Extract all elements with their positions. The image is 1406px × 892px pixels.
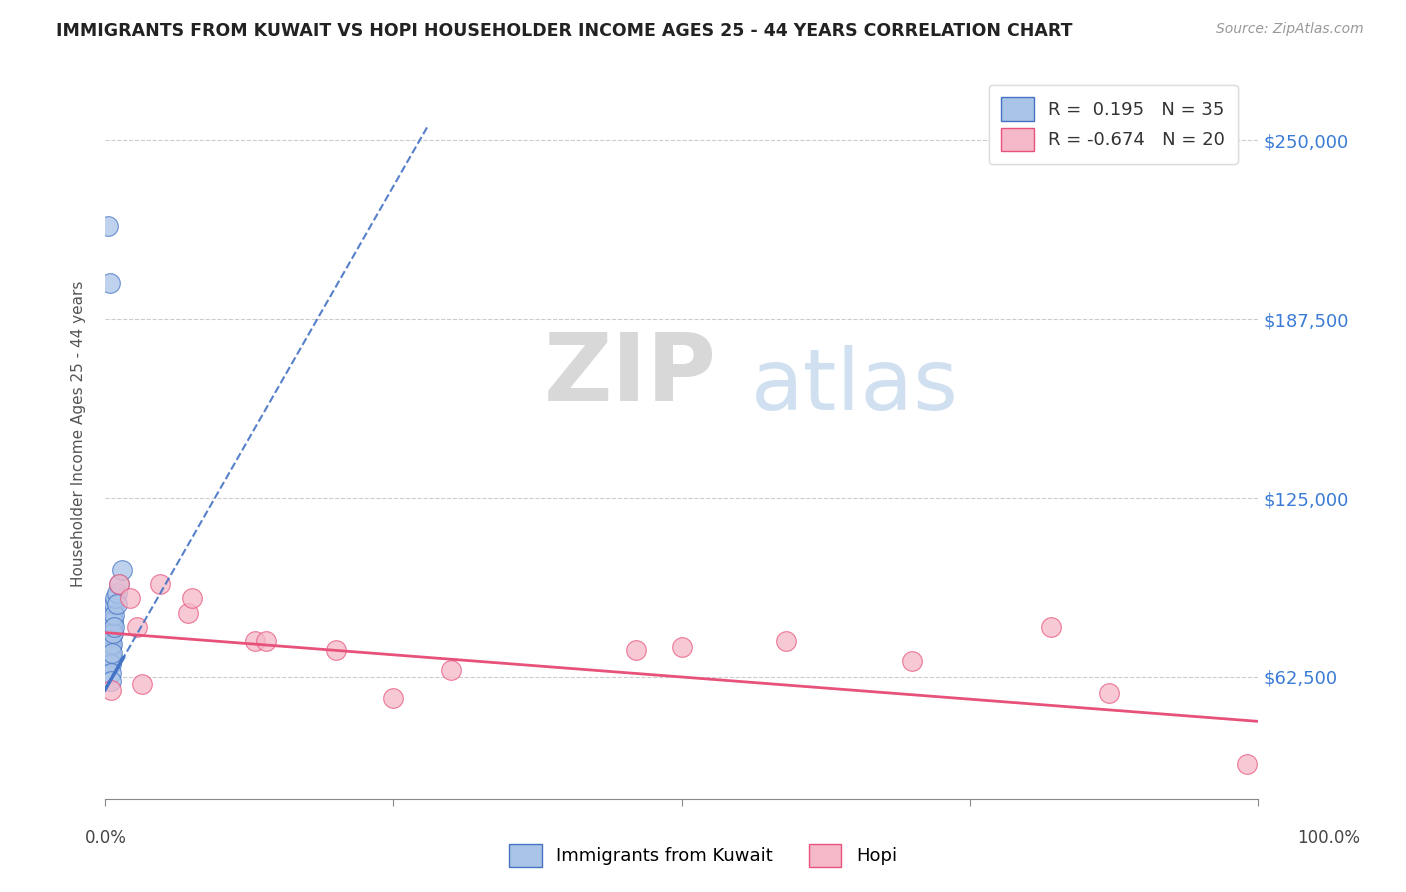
Point bbox=[98, 620, 121, 634]
Point bbox=[103, 608, 125, 623]
Point bbox=[256, 634, 278, 648]
Point bbox=[100, 614, 122, 628]
Point bbox=[325, 642, 347, 657]
Point bbox=[104, 591, 127, 606]
Legend: Immigrants from Kuwait, Hopi: Immigrants from Kuwait, Hopi bbox=[502, 837, 904, 874]
Point bbox=[131, 677, 153, 691]
Point bbox=[97, 632, 120, 646]
Point bbox=[101, 628, 124, 642]
Text: atlas: atlas bbox=[751, 344, 959, 427]
Point bbox=[440, 663, 463, 677]
Point bbox=[1039, 620, 1062, 634]
Point bbox=[101, 620, 124, 634]
Text: ZIP: ZIP bbox=[543, 329, 716, 421]
Point bbox=[100, 657, 122, 672]
Point bbox=[671, 640, 693, 654]
Text: Source: ZipAtlas.com: Source: ZipAtlas.com bbox=[1216, 22, 1364, 37]
Point bbox=[97, 219, 120, 233]
Point bbox=[243, 634, 266, 648]
Point bbox=[98, 640, 121, 654]
Point bbox=[96, 648, 118, 663]
Point bbox=[775, 634, 797, 648]
Point bbox=[97, 642, 120, 657]
Point bbox=[149, 577, 172, 591]
Point bbox=[111, 563, 134, 577]
Point bbox=[105, 597, 128, 611]
Point bbox=[96, 640, 118, 654]
Point bbox=[103, 597, 125, 611]
Point bbox=[101, 625, 124, 640]
Point bbox=[98, 651, 121, 665]
Text: IMMIGRANTS FROM KUWAIT VS HOPI HOUSEHOLDER INCOME AGES 25 - 44 YEARS CORRELATION: IMMIGRANTS FROM KUWAIT VS HOPI HOUSEHOLD… bbox=[56, 22, 1073, 40]
Point bbox=[101, 646, 124, 660]
Point bbox=[97, 654, 120, 668]
Point bbox=[127, 620, 149, 634]
Point bbox=[382, 691, 405, 706]
Point bbox=[108, 577, 131, 591]
Y-axis label: Householder Income Ages 25 - 44 years: Householder Income Ages 25 - 44 years bbox=[72, 280, 86, 587]
Point bbox=[100, 682, 122, 697]
Point bbox=[108, 577, 131, 591]
Point bbox=[100, 648, 122, 663]
Point bbox=[98, 277, 121, 291]
Point bbox=[100, 665, 122, 680]
Point bbox=[101, 614, 124, 628]
Legend: R =  0.195   N = 35, R = -0.674   N = 20: R = 0.195 N = 35, R = -0.674 N = 20 bbox=[988, 85, 1237, 164]
Point bbox=[1236, 757, 1258, 772]
Text: 100.0%: 100.0% bbox=[1298, 829, 1360, 847]
Point bbox=[901, 654, 924, 668]
Point bbox=[103, 620, 125, 634]
Point bbox=[177, 606, 200, 620]
Point bbox=[101, 608, 124, 623]
Point bbox=[100, 674, 122, 689]
Point bbox=[180, 591, 202, 606]
Point bbox=[100, 632, 122, 646]
Point bbox=[105, 585, 128, 599]
Point bbox=[101, 637, 124, 651]
Text: 0.0%: 0.0% bbox=[84, 829, 127, 847]
Point bbox=[100, 640, 122, 654]
Point bbox=[100, 623, 122, 637]
Point bbox=[120, 591, 142, 606]
Point bbox=[624, 642, 647, 657]
Point bbox=[101, 603, 124, 617]
Point bbox=[98, 632, 121, 646]
Point bbox=[1097, 686, 1119, 700]
